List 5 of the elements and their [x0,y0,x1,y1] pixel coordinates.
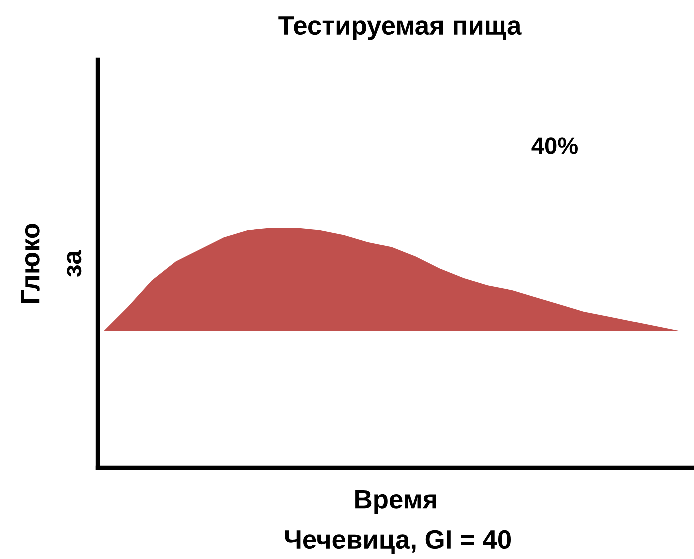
text: Чечевица, GI = 40 [285,530,512,554]
chart-title: Тестируемая пища [278,16,522,40]
x-axis-title: Время [356,490,436,514]
y-axis-title: Глюко за [21,224,82,304]
text: 40% [532,138,578,154]
